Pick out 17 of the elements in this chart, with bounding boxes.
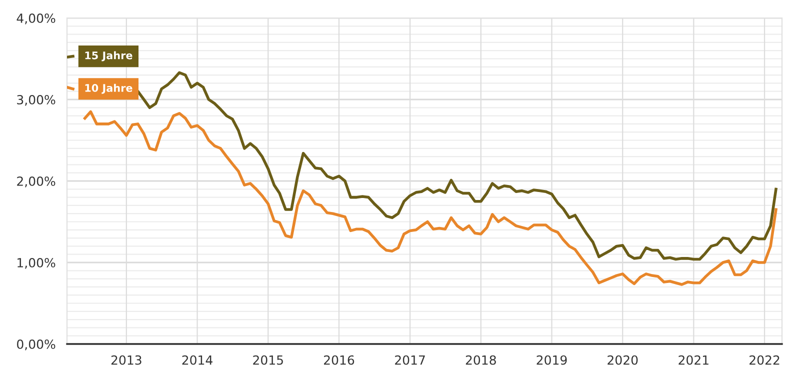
y-tick-label: 3,00%: [17, 94, 56, 106]
x-tick-label: 2020: [608, 355, 638, 365]
x-tick-label: 2017: [395, 355, 425, 365]
x-tick-label: 2021: [678, 355, 708, 365]
x-tick-label: 2013: [111, 355, 142, 365]
y-tick-label: 1,00%: [18, 258, 56, 269]
y-tick-label: 4,00%: [16, 13, 56, 24]
x-tick-label: 2018: [466, 355, 496, 365]
x-tick-label: 2022: [750, 355, 780, 365]
x-tick-label: 2016: [324, 355, 354, 365]
x-tick-label: 2015: [253, 355, 283, 365]
y-tick-label: 0,00%: [17, 339, 56, 350]
y-tick-label: 2,00%: [17, 176, 56, 188]
series-label: 10 Jahre: [85, 84, 132, 94]
x-tick-label: 2019: [536, 355, 567, 365]
series-label: 15 Jahre: [85, 51, 132, 62]
x-tick-label: 2014: [182, 355, 212, 365]
